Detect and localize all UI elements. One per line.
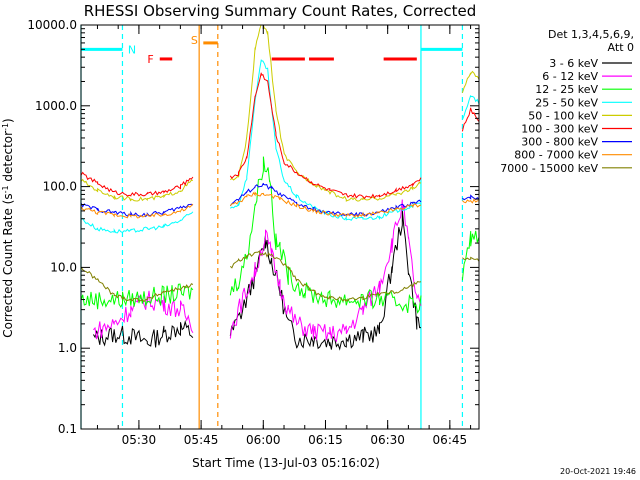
x-tick-label-5: 06:45: [433, 433, 468, 447]
y-tick-label-1: 1.0: [58, 341, 77, 355]
legend-label-2: 12 - 25 keV: [535, 83, 598, 96]
series-line-7: [81, 191, 479, 219]
legend-header: Det 1,3,4,5,6,9,: [548, 28, 634, 41]
plot-frame: [80, 24, 480, 430]
flag-label-0: N: [128, 43, 136, 56]
x-tick-label-0: 05:30: [122, 433, 157, 447]
x-tick-label-2: 06:00: [246, 433, 281, 447]
legend-label-7: 800 - 7000 keV: [514, 149, 598, 162]
y-tick-label-4: 1000.0: [35, 99, 77, 113]
x-tick-label-1: 05:45: [184, 433, 219, 447]
legend-label-5: 100 - 300 keV: [521, 123, 598, 136]
y-axis-label: Corrected Count Rate (s-1 detector-1): [1, 118, 15, 337]
x-tick-label-4: 06:30: [370, 433, 405, 447]
legend-label-3: 25 - 50 keV: [535, 96, 598, 109]
legend-label-6: 300 - 800 keV: [521, 136, 598, 149]
series-line-3: [81, 59, 479, 234]
legend-label-8: 7000 - 15000 keV: [500, 162, 598, 175]
plot-area: NF S 0.1 1.0 10.0 100.0 1000.0 10000.0 05:30 05:4…: [27, 18, 480, 447]
series-group: [81, 25, 479, 351]
series-line-4: [81, 25, 479, 202]
flag-label-2: S: [191, 34, 198, 47]
series-line-5: [81, 72, 479, 200]
y-tick-label-3: 100.0: [43, 180, 77, 194]
chart-title: RHESSI Observing Summary Count Rates, Co…: [84, 2, 477, 20]
series-line-1: [93, 199, 422, 343]
legend-subheader: Att 0: [608, 41, 634, 54]
series-line-8: [81, 250, 479, 303]
legend-label-1: 6 - 12 keV: [542, 70, 598, 83]
legend-label-0: 3 - 6 keV: [549, 57, 598, 70]
legend-label-4: 50 - 100 keV: [528, 109, 598, 122]
x-axis-label: Start Time (13-Jul-03 05:16:02): [192, 456, 380, 470]
flag-label-1: F: [147, 53, 153, 66]
generated-timestamp: 20-Oct-2021 19:46: [560, 467, 636, 476]
y-tick-label-2: 10.0: [50, 260, 77, 274]
x-tick-label-3: 06:15: [308, 433, 343, 447]
y-tick-label-5: 10000.0: [27, 18, 77, 32]
y-tick-label-0: 0.1: [58, 422, 77, 436]
